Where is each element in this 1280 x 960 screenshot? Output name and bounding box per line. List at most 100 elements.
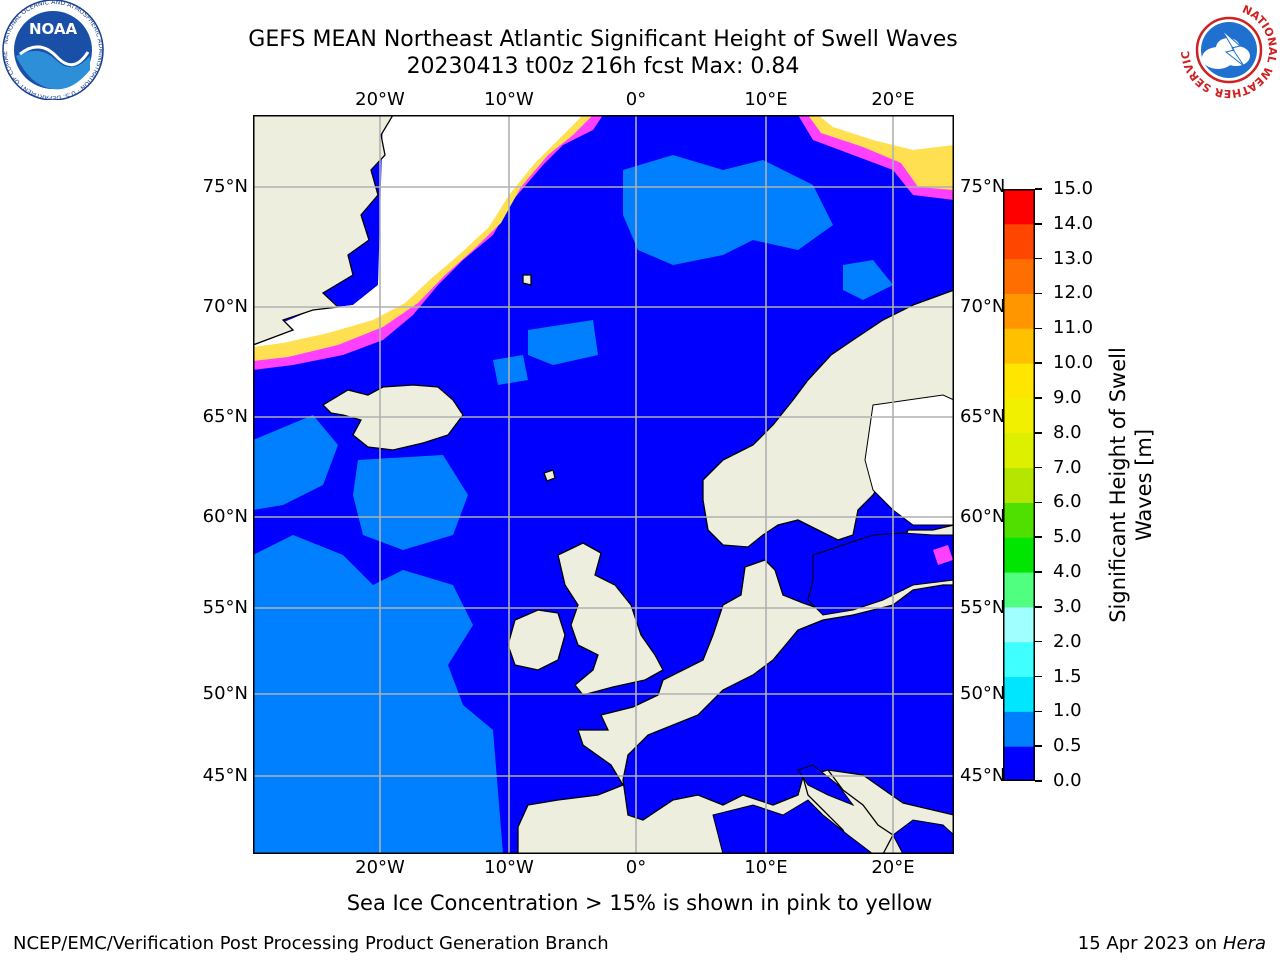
colorbar-tick-mark <box>1035 640 1042 643</box>
colorbar-tick-label: 0.0 <box>1053 770 1082 791</box>
colorbar-bin-1.5-2 <box>1003 641 1035 678</box>
map-panel <box>253 115 954 854</box>
lat-label-right-55N: 55°N <box>960 597 1006 618</box>
colorbar-tick-label: 9.0 <box>1053 386 1082 408</box>
lat-label-left-60N: 60°N <box>202 506 248 527</box>
colorbar-tick-label: 7.0 <box>1053 456 1082 478</box>
colorbar <box>1003 189 1035 781</box>
colorbar-tick-mark <box>1035 257 1042 260</box>
colorbar-label-line1: Significant Height of Swell <box>1106 347 1130 623</box>
noaa-logo: NOAA NATIONAL OCEANIC AND ATMOSPHERIC AD… <box>0 0 106 101</box>
colorbar-bin-0.5-1 <box>1003 711 1035 747</box>
colorbar-tick-label: 14.0 <box>1053 212 1094 234</box>
baltic-sea <box>807 532 954 616</box>
nws-logo: NATIONAL WEATHER SERVICE <box>1174 0 1280 100</box>
colorbar-bin-0-0.5 <box>1003 746 1035 781</box>
faroe-islands <box>543 469 556 482</box>
colorbar-tick-label: 4.0 <box>1053 561 1082 583</box>
colorbar-tick-label: 10.0 <box>1053 352 1094 374</box>
colorbar-bin-1-1.5 <box>1003 676 1035 712</box>
colorbar-tick-label: 1.0 <box>1053 700 1082 722</box>
footer-machine: Hera <box>1222 933 1266 954</box>
colorbar-bin-7-8 <box>1003 432 1035 469</box>
lat-label-left-65N: 65°N <box>202 406 248 427</box>
footer-producer: NCEP/EMC/Verification Post Processing Pr… <box>13 933 609 954</box>
colorbar-bin-9-10 <box>1003 363 1035 399</box>
colorbar-tick-mark <box>1035 292 1042 295</box>
colorbar-tick-label: 13.0 <box>1053 247 1094 269</box>
colorbar-tick-mark <box>1035 432 1042 434</box>
footer-date-text: 15 Apr 2023 on <box>1077 933 1223 954</box>
jan-mayen <box>522 274 532 286</box>
colorbar-bin-5-6 <box>1003 502 1035 538</box>
greenland <box>253 115 394 346</box>
lat-label-left-55N: 55°N <box>202 597 248 618</box>
colorbar-tick-mark <box>1035 327 1042 330</box>
lon-label-top-10E: 10°E <box>744 89 788 110</box>
noaa-logo-text: NOAA <box>29 20 78 38</box>
lon-label-bottom-20W: 20°W <box>355 857 405 878</box>
lat-label-right-45N: 45°N <box>960 765 1006 786</box>
colorbar-bin-6-7 <box>1003 467 1035 503</box>
bothnian-bay-ice <box>864 394 954 526</box>
lon-label-top-20E: 20°E <box>871 89 915 110</box>
baltic-ice <box>933 545 953 565</box>
sea-ice-white <box>253 115 583 347</box>
colorbar-bin-13-14 <box>1003 223 1035 260</box>
lat-label-left-75N: 75°N <box>202 176 248 197</box>
colorbar-tick-mark <box>1035 397 1042 399</box>
lon-label-bottom-10E: 10°E <box>744 857 788 878</box>
lon-label-bottom-10W: 10°W <box>484 857 534 878</box>
colorbar-tick-label: 0.5 <box>1053 735 1082 757</box>
colorbar-label-line2: Waves [m] <box>1132 428 1156 542</box>
colorbar-tick-mark <box>1035 710 1042 713</box>
lat-label-right-60N: 60°N <box>960 506 1006 527</box>
colorbar-bin-11-12 <box>1003 293 1035 329</box>
chart-title: GEFS MEAN Northeast Atlantic Significant… <box>248 27 958 52</box>
colorbar-tick-label: 12.0 <box>1053 282 1094 304</box>
lat-label-right-65N: 65°N <box>960 406 1006 427</box>
lat-label-right-50N: 50°N <box>960 683 1006 704</box>
colorbar-frame <box>1003 189 1035 781</box>
colorbar-tick-label: 6.0 <box>1053 491 1082 513</box>
colorbar-tick-mark <box>1035 223 1042 225</box>
lat-label-left-70N: 70°N <box>202 296 248 317</box>
footer-date: 15 Apr 2023 on Hera <box>1078 933 1266 954</box>
colorbar-tick-label: 2.0 <box>1053 630 1082 652</box>
colorbar-bin-12-13 <box>1003 258 1035 294</box>
colorbar-tick-label: 8.0 <box>1053 421 1082 443</box>
colorbar-bin-14-15 <box>1003 189 1035 225</box>
lat-label-right-75N: 75°N <box>960 176 1006 197</box>
lon-label-bottom-20E: 20°E <box>871 857 915 878</box>
colorbar-tick-label: 15.0 <box>1053 178 1094 199</box>
colorbar-tick-mark <box>1035 571 1042 573</box>
map-frame <box>253 115 954 854</box>
colorbar-tick-mark <box>1035 675 1042 678</box>
ireland <box>507 609 566 671</box>
lat-label-left-45N: 45°N <box>202 765 248 786</box>
mediterranean-sea <box>712 799 874 854</box>
colorbar-tick-label: 1.5 <box>1053 665 1082 687</box>
colorbar-tick-mark <box>1035 536 1042 538</box>
colorbar-tick-label: 11.0 <box>1053 317 1094 339</box>
adriatic-sea <box>797 764 855 807</box>
colorbar-bin-4-5 <box>1003 537 1035 573</box>
sea-ice-note: Sea Ice Concentration > 15% is shown in … <box>346 891 933 915</box>
lon-label-bottom-0: 0° <box>625 857 647 878</box>
lon-label-top-0: 0° <box>625 89 647 110</box>
graticule <box>253 115 954 854</box>
colorbar-tick-mark <box>1035 466 1042 469</box>
lon-label-top-20W: 20°W <box>355 89 405 110</box>
chart-subtitle: 20230413 t00z 216h fcst Max: 0.84 <box>406 54 800 79</box>
lon-label-top-10W: 10°W <box>484 89 534 110</box>
colorbar-tick-mark <box>1035 745 1042 747</box>
colorbar-bin-3-4 <box>1003 572 1035 608</box>
svalbard-ice-white <box>818 115 954 150</box>
colorbar-tick-label: 3.0 <box>1053 595 1082 617</box>
colorbar-tick-mark <box>1035 606 1042 608</box>
colorbar-tick-label: 5.0 <box>1053 526 1082 548</box>
colorbar-bin-8-9 <box>1003 397 1035 434</box>
colorbar-tick-mark <box>1035 362 1042 364</box>
colorbar-bin-10-11 <box>1003 328 1035 364</box>
lat-label-left-50N: 50°N <box>202 683 248 704</box>
